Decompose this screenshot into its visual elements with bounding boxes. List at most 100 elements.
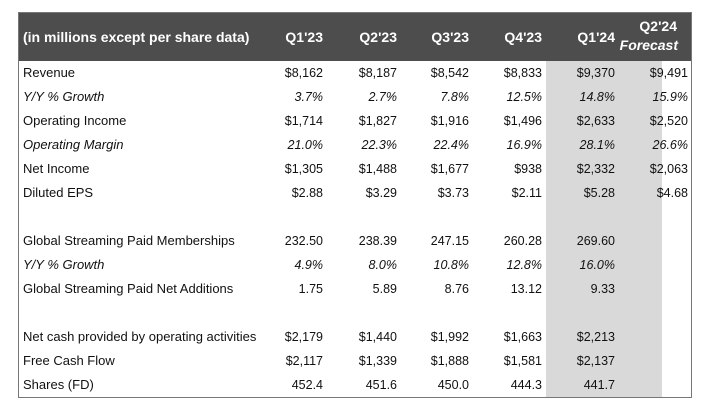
table-row: Global Streaming Paid Net Additions 1.75 5… bbox=[19, 277, 691, 301]
column-header-q3-23: Q3'23 bbox=[431, 29, 469, 45]
table-cell: $2,213 bbox=[576, 330, 615, 344]
table-cell: $9,370 bbox=[576, 66, 615, 80]
column-header-q4-23: Q4'23 bbox=[504, 29, 542, 45]
table-cell: 28.1% bbox=[579, 138, 615, 152]
table-cell: $1,440 bbox=[358, 330, 397, 344]
table-cell: $1,581 bbox=[503, 354, 542, 368]
table-row: Free Cash Flow $2,117 $1,339 $1,888 $1,581 $2… bbox=[19, 349, 691, 373]
table-cell: $2,520 bbox=[649, 114, 688, 128]
table-row: Y/Y % Growth 4.9% 8.0% 10.8% 12.8% 16.0% bbox=[19, 253, 691, 277]
table-cell: 452.4 bbox=[291, 378, 323, 392]
table-cell: 21.0% bbox=[287, 138, 323, 152]
table-row: Shares (FD) 452.4 451.6 450.0 444.3 441.7 bbox=[19, 373, 691, 397]
table-cell: $1,305 bbox=[284, 162, 323, 176]
row-label: Net cash provided by operating activitie… bbox=[23, 329, 257, 344]
table-cell: 13.12 bbox=[510, 282, 542, 296]
table-cell: $1,339 bbox=[358, 354, 397, 368]
table-title: (in millions except per share data) bbox=[23, 29, 250, 45]
table-cell: 9.33 bbox=[590, 282, 615, 296]
row-label: Global Streaming Paid Memberships bbox=[23, 233, 235, 248]
table-cell: 450.0 bbox=[437, 378, 469, 392]
table-header: (in millions except per share data) Q1'2… bbox=[19, 13, 691, 61]
row-label: Diluted EPS bbox=[23, 185, 94, 200]
table-cell: 7.8% bbox=[440, 90, 470, 104]
table-cell: $4.68 bbox=[656, 186, 688, 200]
table-cell: $2.11 bbox=[511, 186, 542, 200]
table-cell: 238.39 bbox=[358, 234, 397, 248]
table-cell: $2,137 bbox=[576, 354, 615, 368]
financial-table: (in millions except per share data) Q1'2… bbox=[18, 12, 692, 398]
column-header-q2-24: Q2'24 bbox=[639, 18, 677, 34]
table-cell: 5.89 bbox=[372, 282, 397, 296]
table-cell: 22.4% bbox=[433, 138, 469, 152]
table-cell: $9,491 bbox=[649, 66, 688, 80]
table-cell: 15.9% bbox=[652, 90, 688, 104]
table-row: Y/Y % Growth 3.7% 2.7% 7.8% 12.5% 14.8% 15.9% bbox=[19, 85, 691, 109]
table-cell: $938 bbox=[514, 162, 542, 176]
table-cell: 12.8% bbox=[506, 258, 542, 272]
table-cell: $2,063 bbox=[649, 162, 688, 176]
table-cell: 247.15 bbox=[430, 234, 469, 248]
row-label: Y/Y % Growth bbox=[23, 89, 105, 104]
table-cell: $1,714 bbox=[284, 114, 323, 128]
table-cell: 4.9% bbox=[294, 258, 324, 272]
table-cell: $8,187 bbox=[358, 66, 397, 80]
table-cell: $3.29 bbox=[365, 186, 397, 200]
table-cell: $8,542 bbox=[430, 66, 469, 80]
row-label: Global Streaming Paid Net Additions bbox=[23, 281, 234, 296]
table-row: Diluted EPS $2.88 $3.29 $3.73 $2.11 $5.28 $4.6… bbox=[19, 181, 691, 205]
table-cell: 14.8% bbox=[579, 90, 615, 104]
table-cell: $2,633 bbox=[576, 114, 615, 128]
table-cell: $1,488 bbox=[358, 162, 397, 176]
row-label: Free Cash Flow bbox=[23, 353, 115, 368]
row-label: Revenue bbox=[23, 65, 76, 80]
table-cell: 26.6% bbox=[652, 138, 688, 152]
row-label: Operating Margin bbox=[23, 137, 124, 152]
table-cell: 12.5% bbox=[506, 90, 542, 104]
table-cell: $3.73 bbox=[437, 186, 469, 200]
table-cell: $1,496 bbox=[503, 114, 542, 128]
table-cell: $8,162 bbox=[284, 66, 323, 80]
table-cell: $2,179 bbox=[284, 330, 323, 344]
table-cell: $1,827 bbox=[358, 114, 397, 128]
table-cell: 16.9% bbox=[506, 138, 542, 152]
table-cell: $8,833 bbox=[503, 66, 542, 80]
table-cell: $1,677 bbox=[430, 162, 469, 176]
table-cell: $2,117 bbox=[285, 354, 323, 368]
table-cell: 10.8% bbox=[433, 258, 469, 272]
table-cell: 451.6 bbox=[365, 378, 397, 392]
table-row: Global Streaming Paid Memberships 232.50 2… bbox=[19, 229, 691, 253]
table-row: Operating Margin 21.0% 22.3% 22.4% 16.9% 28.1… bbox=[19, 133, 691, 157]
column-header-q2-23: Q2'23 bbox=[359, 29, 397, 45]
column-header-q1-24: Q1'24 bbox=[577, 29, 615, 45]
table-row: Net cash provided by operating activitie… bbox=[19, 325, 691, 349]
table-cell: 1.75 bbox=[298, 282, 323, 296]
table-row: Operating Income $1,714 $1,827 $1,916 $1,496… bbox=[19, 109, 691, 133]
table-cell: 16.0% bbox=[579, 258, 615, 272]
table-row: Net Income $1,305 $1,488 $1,677 $938 $2,332 $2… bbox=[19, 157, 691, 181]
table-cell: 232.50 bbox=[284, 234, 323, 248]
table-cell: 8.0% bbox=[368, 258, 398, 272]
row-label: Net Income bbox=[23, 161, 90, 176]
table-cell: 22.3% bbox=[361, 138, 397, 152]
row-label: Shares (FD) bbox=[23, 377, 94, 392]
table-cell: 8.76 bbox=[444, 282, 469, 296]
table-cell: 260.28 bbox=[503, 234, 542, 248]
table-cell: $1,992 bbox=[430, 330, 469, 344]
table-cell: $1,663 bbox=[503, 330, 542, 344]
table-cell: 441.7 bbox=[583, 378, 615, 392]
table-cell: 2.7% bbox=[368, 90, 398, 104]
table-cell: 444.3 bbox=[510, 378, 542, 392]
table-cell: 269.60 bbox=[576, 234, 615, 248]
table-cell: 3.7% bbox=[294, 90, 324, 104]
table-row: Revenue $8,162 $8,187 $8,542 $8,833 $9,370 $9,… bbox=[19, 61, 691, 85]
row-label: Operating Income bbox=[23, 113, 127, 128]
table-cell: $5.28 bbox=[583, 186, 615, 200]
table-cell: $1,888 bbox=[430, 354, 469, 368]
row-label: Y/Y % Growth bbox=[23, 257, 105, 272]
column-header-q1-23: Q1'23 bbox=[285, 29, 323, 45]
table-cell: $2.88 bbox=[291, 186, 323, 200]
column-header-forecast: Forecast bbox=[619, 37, 678, 53]
q1-24-column-highlight bbox=[546, 61, 662, 397]
table-cell: $2,332 bbox=[576, 162, 615, 176]
